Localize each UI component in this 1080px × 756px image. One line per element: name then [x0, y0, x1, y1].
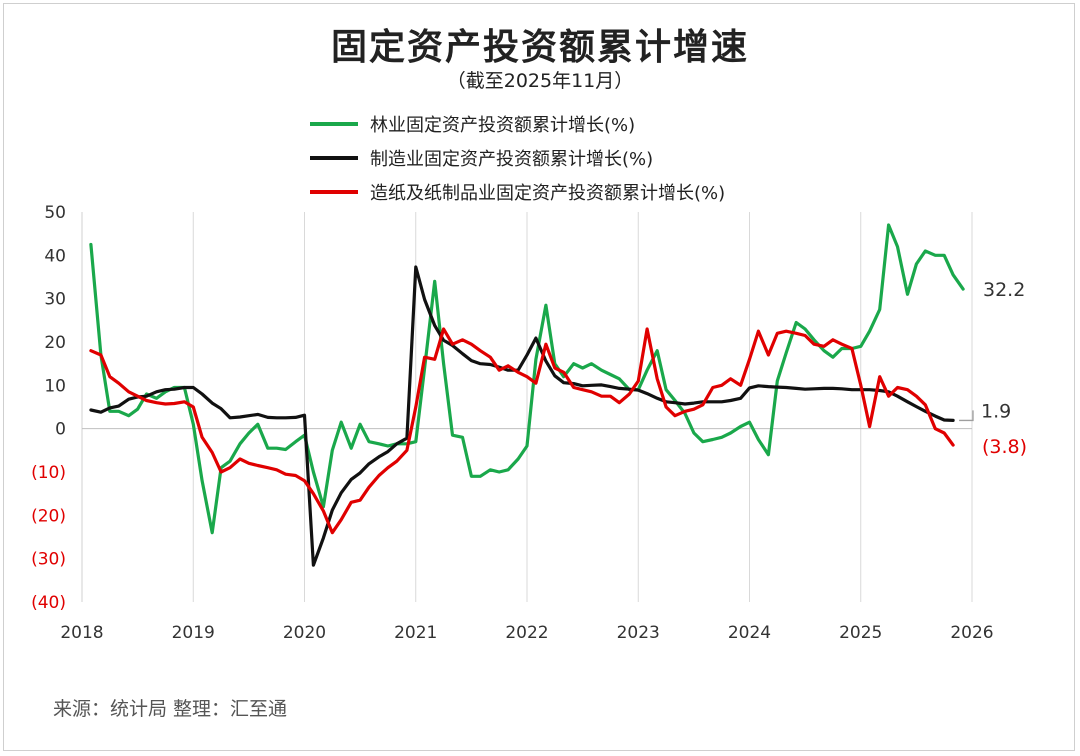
x-tick-label-2019: 2019: [172, 623, 215, 643]
y-tick-label: 40: [44, 246, 66, 266]
x-tick-label-2021: 2021: [394, 623, 437, 643]
y-tick-label: (10): [31, 463, 66, 483]
legend-label-1: 制造业固定资产投资额累计增长(%): [370, 149, 653, 170]
end-label-paper: (3.8): [982, 436, 1027, 458]
chart-title: 固定资产投资额累计增速: [330, 26, 749, 68]
source-note: 来源：统计局 整理：汇至通: [53, 698, 288, 720]
legend-label-0: 林业固定资产投资额累计增长(%): [370, 115, 635, 136]
chart-frame: [3, 3, 1075, 751]
y-tick-label: 0: [55, 420, 66, 440]
y-tick-label: 50: [44, 203, 66, 223]
x-tick-label-2023: 2023: [617, 623, 660, 643]
end-label-forestry: 32.2: [983, 279, 1025, 301]
end-label-leader-manufacturing: [959, 410, 974, 422]
x-tick-label-2020: 2020: [283, 623, 326, 643]
x-tick-label-2018: 2018: [60, 623, 103, 643]
y-tick-label: 20: [44, 333, 66, 353]
y-tick-label: 30: [44, 290, 66, 310]
y-tick-label: 10: [44, 376, 66, 396]
series-line-manufacturing: [89, 265, 955, 567]
y-tick-label: (30): [31, 550, 66, 570]
x-tick-label-2026: 2026: [950, 623, 993, 643]
end-label-manufacturing: 1.9: [981, 400, 1011, 422]
series-line-paper: [89, 327, 955, 535]
y-tick-label: (20): [31, 506, 66, 526]
chart-subtitle: （截至2025年11月）: [446, 70, 634, 92]
x-tick-label-2024: 2024: [728, 623, 771, 643]
y-tick-label: (40): [31, 593, 66, 613]
x-tick-label-2025: 2025: [839, 623, 882, 643]
legend-label-2: 造纸及纸制品业固定资产投资额累计增长(%): [370, 183, 725, 204]
x-tick-label-2022: 2022: [505, 623, 548, 643]
